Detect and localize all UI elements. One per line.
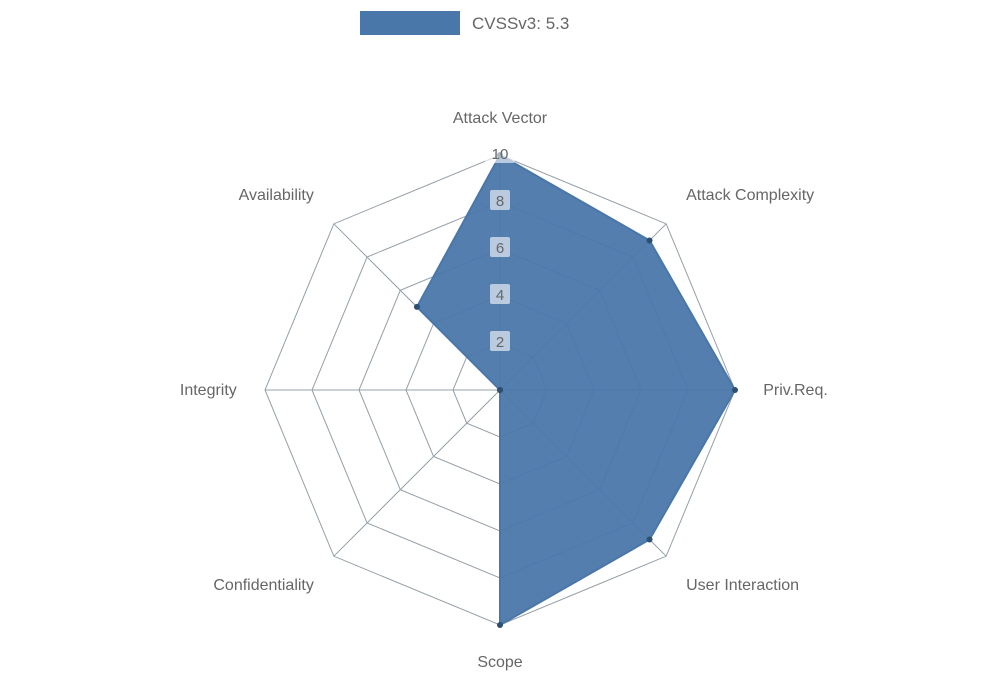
series-marker (647, 537, 653, 543)
series-marker (732, 387, 738, 393)
radar-chart: Attack Vector Attack Complexity Priv.Req. U… (0, 0, 1000, 700)
tick-label: 4 (496, 287, 504, 304)
tick-label: 8 (496, 193, 504, 210)
series-marker (647, 237, 653, 243)
legend-label: CVSSv3: 5.3 (472, 14, 569, 33)
axis-label: User Interaction (686, 577, 799, 594)
axis-label: Integrity (180, 382, 237, 399)
tick-label: 10 (492, 146, 509, 163)
series-marker (414, 304, 420, 310)
series-marker (497, 622, 503, 628)
tick-label: 6 (496, 240, 504, 257)
axis-label: Priv.Req. (763, 382, 828, 399)
axis-label: Attack Complexity (686, 187, 814, 204)
legend-swatch (360, 11, 460, 35)
axis-label: Attack Vector (453, 110, 548, 127)
radar-chart-container: Attack Vector Attack Complexity Priv.Req. U… (0, 0, 1000, 700)
axis-label: Scope (477, 654, 522, 671)
axis-label: Confidentiality (213, 577, 314, 594)
axis-label: Availability (239, 187, 314, 204)
tick-label: 2 (496, 334, 504, 351)
grid-spoke (334, 390, 500, 556)
series-marker (497, 387, 503, 393)
